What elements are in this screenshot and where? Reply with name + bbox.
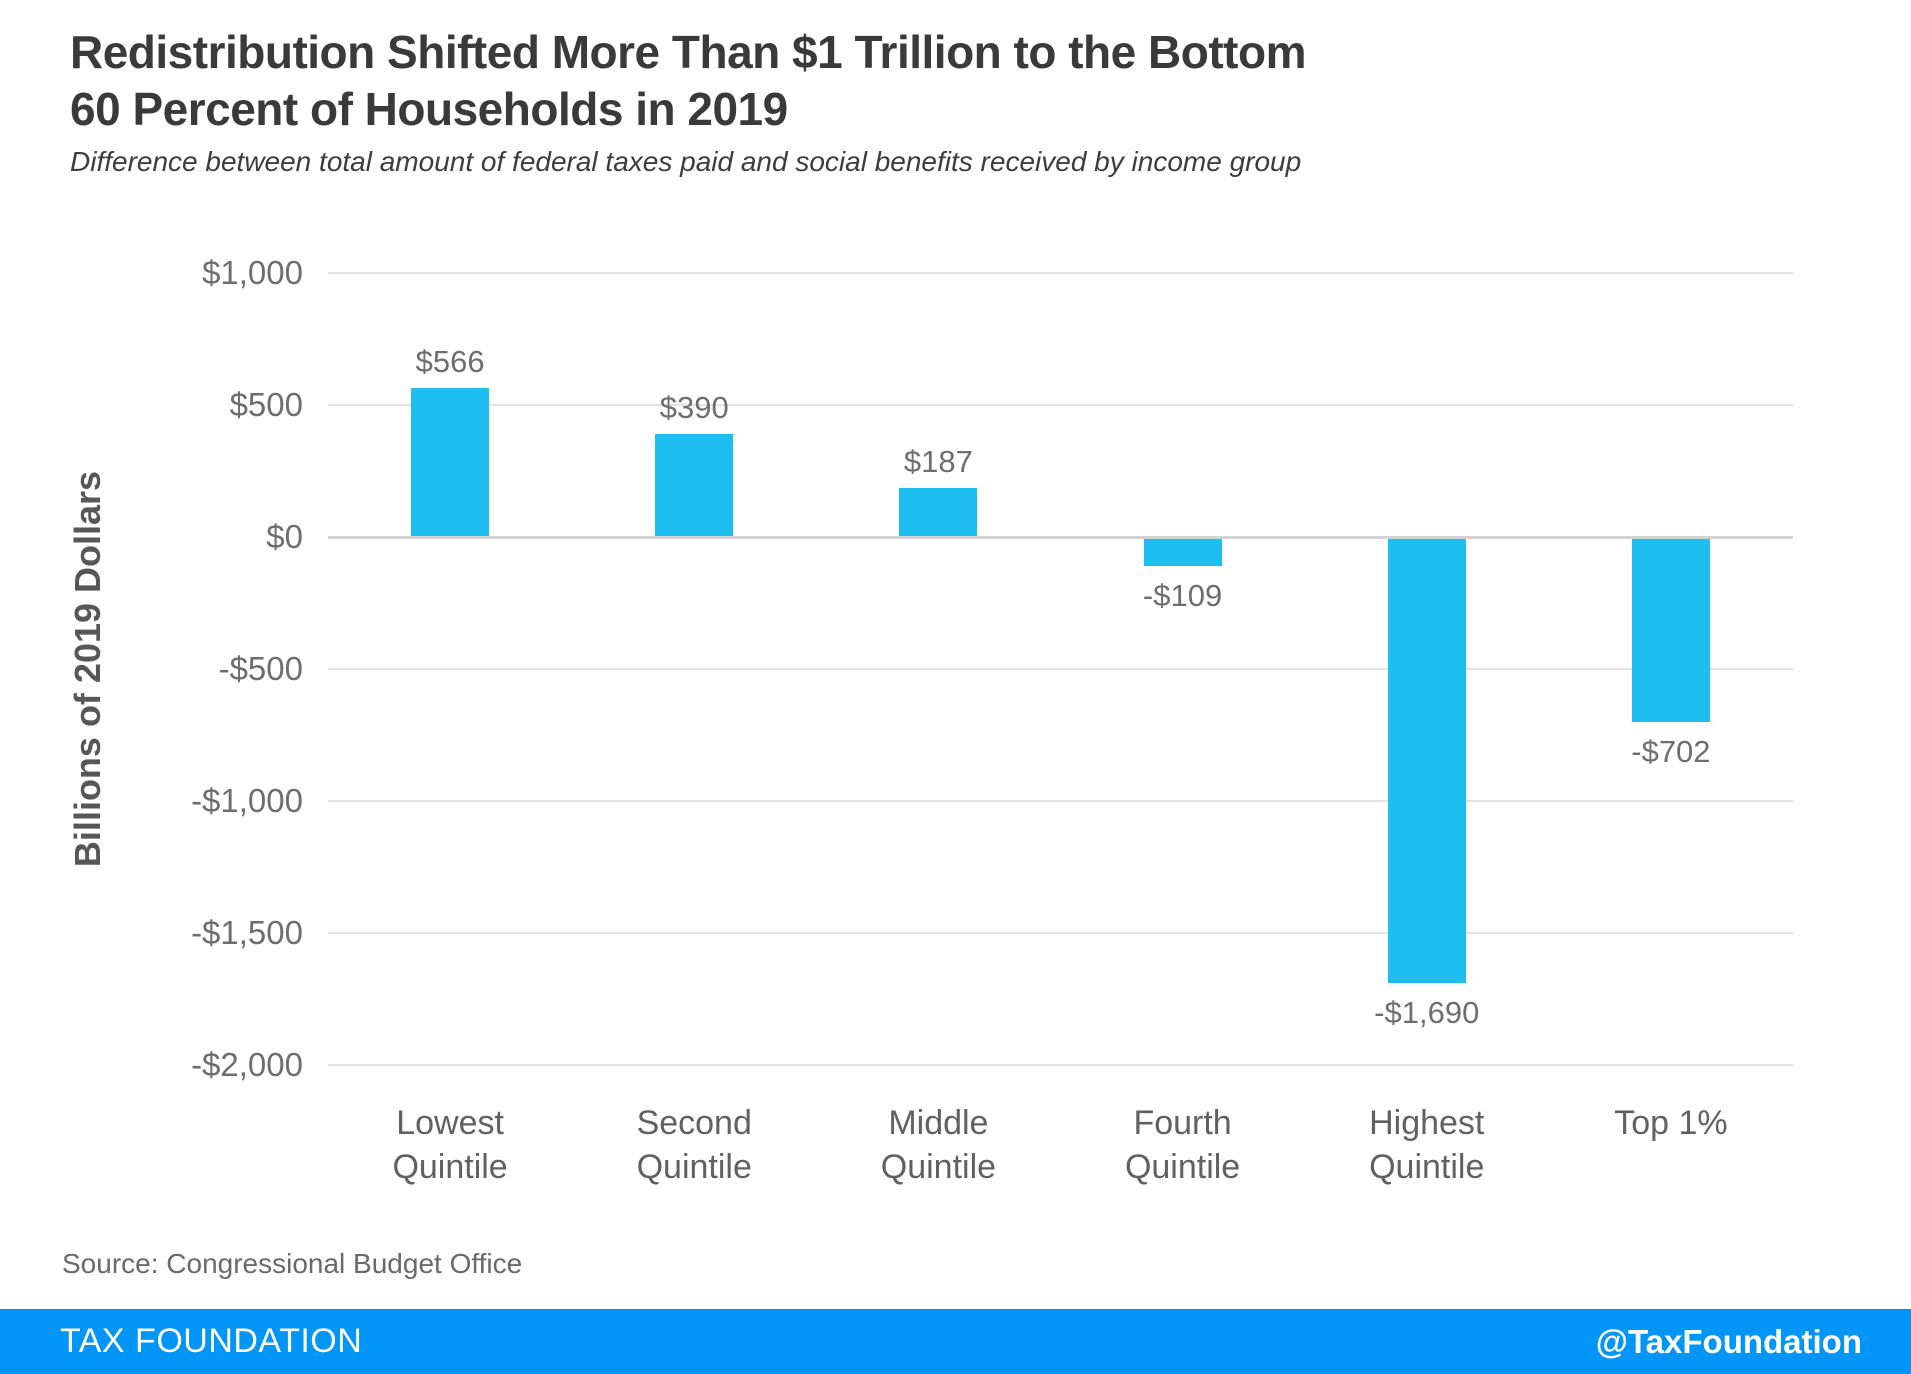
bar-lowest-quintile — [411, 387, 490, 537]
x-category-label-second-quintile: Second Quintile — [572, 1101, 816, 1189]
y-tick-label: -$500 — [218, 650, 303, 687]
chart-title-line-1: Redistribution Shifted More Than $1 Tril… — [70, 26, 1306, 78]
chart-subtitle: Difference between total amount of feder… — [70, 146, 1302, 177]
x-category-label-line: Quintile — [636, 1148, 752, 1186]
x-category-label-line: Quintile — [1369, 1148, 1485, 1186]
footer-bar: TAX FOUNDATION @TaxFoundation — [0, 1309, 1911, 1374]
x-category-label-line: Middle — [888, 1104, 989, 1142]
bar-value-label-highest-quintile: -$1,690 — [1374, 995, 1480, 1031]
chart-title: Redistribution Shifted More Than $1 Tril… — [70, 24, 1306, 138]
x-category-label-fourth-quintile: Fourth Quintile — [1061, 1101, 1305, 1189]
zero-axis-line — [328, 535, 1793, 539]
y-tick-label: -$2,000 — [191, 1046, 303, 1083]
gridline--1500 — [328, 932, 1793, 934]
gridline--500 — [328, 668, 1793, 670]
y-tick-label: $1,000 — [202, 254, 303, 291]
y-tick-label: $500 — [229, 386, 303, 423]
x-category-label-line: Top 1% — [1614, 1104, 1728, 1142]
x-category-label-line: Lowest — [396, 1104, 504, 1142]
bar-value-label-top-1: -$702 — [1631, 734, 1711, 770]
y-tick-label: $0 — [266, 518, 303, 555]
x-category-label-line: Quintile — [880, 1148, 997, 1186]
twitter-handle: @TaxFoundation — [1595, 1322, 1862, 1360]
tax-foundation-wordmark: TAX FOUNDATION — [60, 1322, 363, 1360]
bar-fourth-quintile — [1143, 537, 1222, 566]
bar-top-1 — [1631, 537, 1710, 723]
bar-value-label-fourth-quintile: -$109 — [1142, 577, 1223, 613]
x-category-label-line: Fourth — [1133, 1104, 1232, 1142]
bar-value-label-lowest-quintile: $566 — [415, 343, 485, 379]
bar-middle-quintile — [899, 487, 978, 537]
y-tick-label: -$1,500 — [191, 914, 303, 951]
x-category-label-top-1: Top 1% — [1549, 1101, 1793, 1145]
source-note: Source: Congressional Budget Office — [62, 1248, 523, 1279]
gridline-500 — [328, 404, 1793, 406]
bar-highest-quintile — [1387, 537, 1466, 984]
x-category-label-highest-quintile: Highest Quintile — [1305, 1101, 1549, 1189]
x-category-label-lowest-quintile: Lowest Quintile — [328, 1101, 572, 1189]
bar-second-quintile — [655, 434, 734, 537]
x-category-label-line: Quintile — [1124, 1148, 1241, 1186]
gridline--2000 — [328, 1064, 1793, 1066]
bar-value-label-second-quintile: $390 — [659, 390, 729, 426]
x-category-label-line: Highest — [1369, 1104, 1485, 1142]
y-tick-label: -$1,000 — [191, 782, 303, 819]
x-category-label-line: Second — [636, 1104, 752, 1142]
chart-title-line-2: 60 Percent of Households in 2019 — [70, 83, 788, 135]
x-category-label-line: Quintile — [392, 1148, 508, 1186]
bar-value-label-middle-quintile: $187 — [903, 443, 973, 479]
x-category-label-middle-quintile: Middle Quintile — [816, 1101, 1060, 1189]
gridline--1000 — [328, 800, 1793, 802]
gridline-1000 — [328, 272, 1793, 274]
